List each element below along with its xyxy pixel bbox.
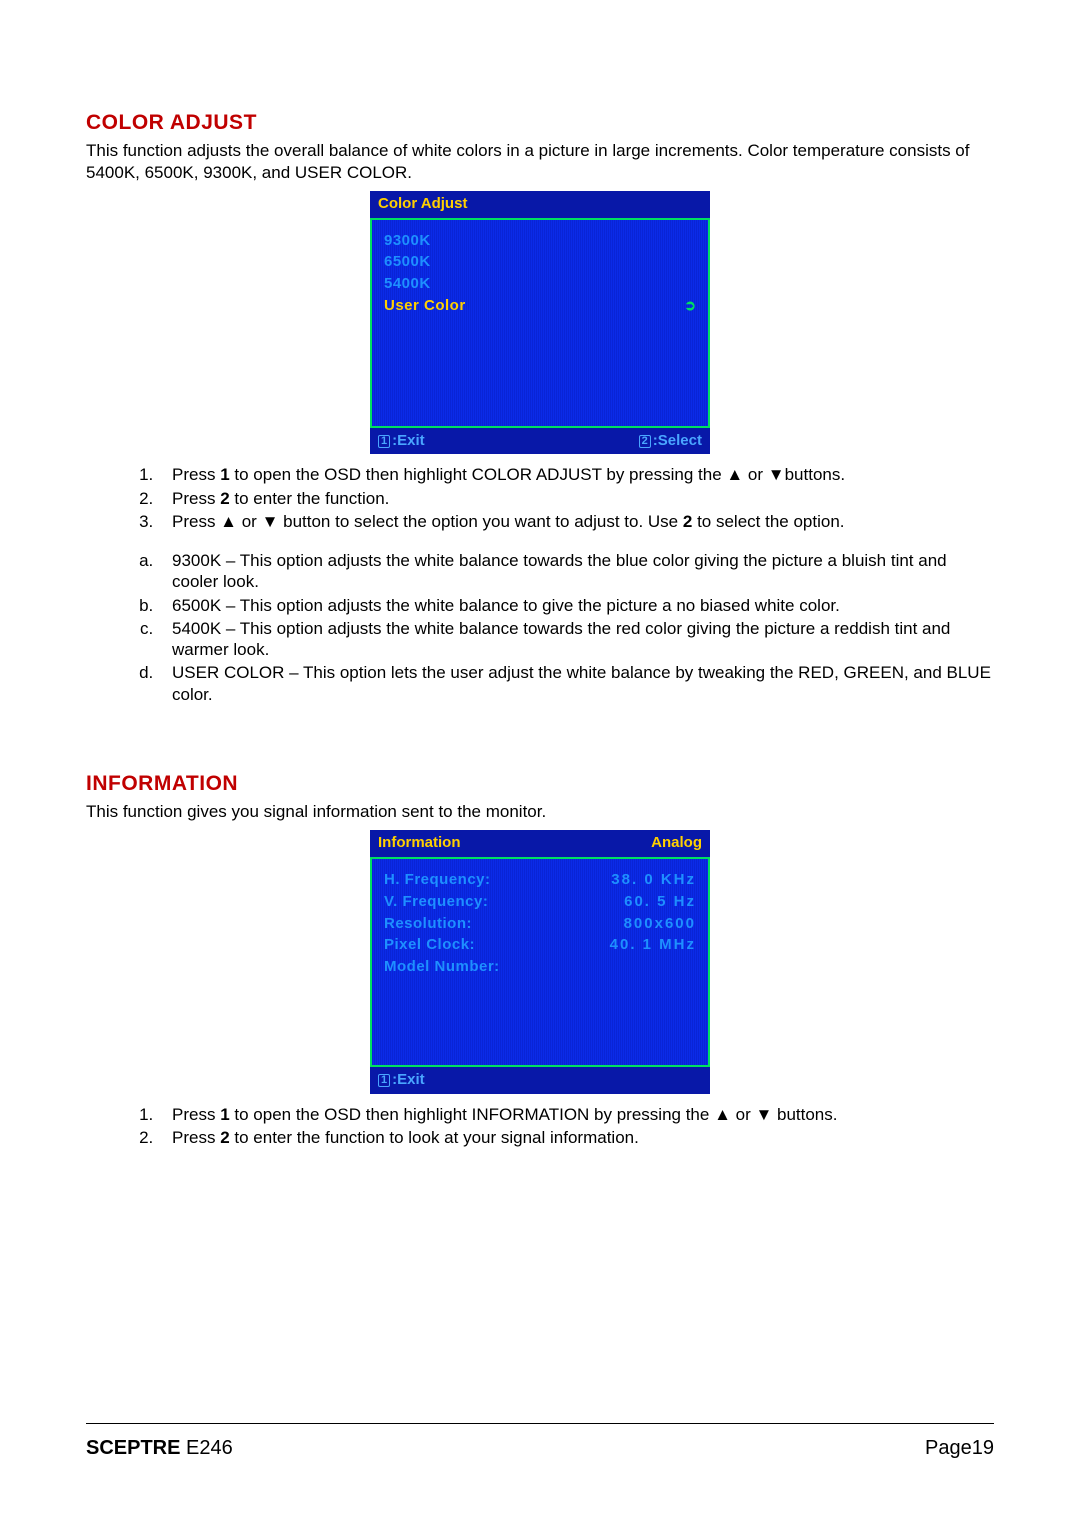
osd-footer-right-text: :Select — [653, 432, 702, 449]
list-item: Press 2 to enter the function to look at… — [158, 1127, 994, 1148]
osd-body: 9300K6500K5400KUser Color ➲ — [370, 218, 710, 428]
steps-information: Press 1 to open the OSD then highlight I… — [86, 1104, 994, 1149]
osd-row-label: Model Number: — [384, 956, 500, 978]
key-1-icon: 1 — [378, 1074, 390, 1087]
osd-row: 5400K — [384, 273, 696, 295]
list-item: Press 2 to enter the function. — [158, 488, 994, 509]
list-item: Press 1 to open the OSD then highlight C… — [158, 464, 994, 485]
substeps-color-adjust: 9300K – This option adjusts the white ba… — [86, 550, 994, 705]
heading-color-adjust: COLOR ADJUST — [86, 110, 994, 136]
page-footer: SCEPTRE E246 Page19 — [86, 1423, 994, 1461]
list-item: Press 1 to open the OSD then highlight I… — [158, 1104, 994, 1125]
osd-title-bar: Color Adjust — [370, 191, 710, 218]
list-item: USER COLOR – This option lets the user a… — [158, 662, 994, 705]
osd-footer-left-text: :Exit — [392, 1071, 425, 1088]
footer-brand-bold: SCEPTRE — [86, 1437, 180, 1459]
osd-row-value: 40. 1 MHz — [610, 934, 696, 956]
osd-row-label: 5400K — [384, 273, 431, 295]
osd-row: Pixel Clock: 40. 1 MHz — [384, 934, 696, 956]
osd-row-label: 9300K — [384, 230, 431, 252]
osd-row-label: User Color — [384, 295, 466, 317]
osd-footer-right: 2:Select — [639, 432, 702, 451]
osd-title-left: Color Adjust — [378, 195, 467, 214]
osd-row: Model Number: — [384, 956, 696, 978]
arrow-icon: ➲ — [684, 295, 696, 317]
osd-title-bar: Information Analog — [370, 830, 710, 857]
list-item: Press ▲ or ▼ button to select the option… — [158, 511, 994, 532]
osd-footer: 1:Exit — [370, 1067, 710, 1094]
osd-row-label: H. Frequency: — [384, 869, 491, 891]
key-1-icon: 1 — [378, 435, 390, 448]
osd-row-label: 6500K — [384, 251, 431, 273]
footer-page-number: Page19 — [925, 1436, 994, 1461]
osd-row: 6500K — [384, 251, 696, 273]
osd-row-value: 800x600 — [624, 913, 696, 935]
osd-row-label: Resolution: — [384, 913, 472, 935]
intro-information: This function gives you signal informati… — [86, 801, 994, 822]
heading-information: INFORMATION — [86, 771, 994, 797]
osd-information: Information Analog H. Frequency: 38. 0 KH… — [86, 830, 994, 1094]
steps-color-adjust: Press 1 to open the OSD then highlight C… — [86, 464, 994, 532]
osd-footer: 1:Exit 2:Select — [370, 428, 710, 455]
list-item: 9300K – This option adjusts the white ba… — [158, 550, 994, 593]
osd-row-label: Pixel Clock: — [384, 934, 475, 956]
osd-title-left: Information — [378, 834, 461, 853]
intro-color-adjust: This function adjusts the overall balanc… — [86, 140, 994, 183]
key-2-icon: 2 — [639, 435, 651, 448]
osd-body: H. Frequency: 38. 0 KHz V. Frequency: 60. 5… — [370, 857, 710, 1067]
osd-title-right: Analog — [651, 834, 702, 853]
osd-row: H. Frequency: 38. 0 KHz — [384, 869, 696, 891]
osd-row: User Color ➲ — [384, 295, 696, 317]
list-item: 5400K – This option adjusts the white ba… — [158, 618, 994, 661]
osd-row-value: 38. 0 KHz — [611, 869, 696, 891]
osd-footer-left: 1:Exit — [378, 1071, 425, 1090]
osd-row-label: V. Frequency: — [384, 891, 488, 913]
osd-footer-left: 1:Exit — [378, 432, 425, 451]
osd-row: V. Frequency: 60. 5 Hz — [384, 891, 696, 913]
osd-row: Resolution: 800x600 — [384, 913, 696, 935]
osd-row: 9300K — [384, 230, 696, 252]
footer-brand-model: E246 — [180, 1437, 232, 1459]
osd-footer-left-text: :Exit — [392, 432, 425, 449]
osd-color-adjust: Color Adjust 9300K6500K5400KUser Color➲ … — [86, 191, 994, 455]
list-item: 6500K – This option adjusts the white ba… — [158, 595, 994, 616]
footer-brand: SCEPTRE E246 — [86, 1436, 233, 1461]
osd-row-value: 60. 5 Hz — [624, 891, 696, 913]
